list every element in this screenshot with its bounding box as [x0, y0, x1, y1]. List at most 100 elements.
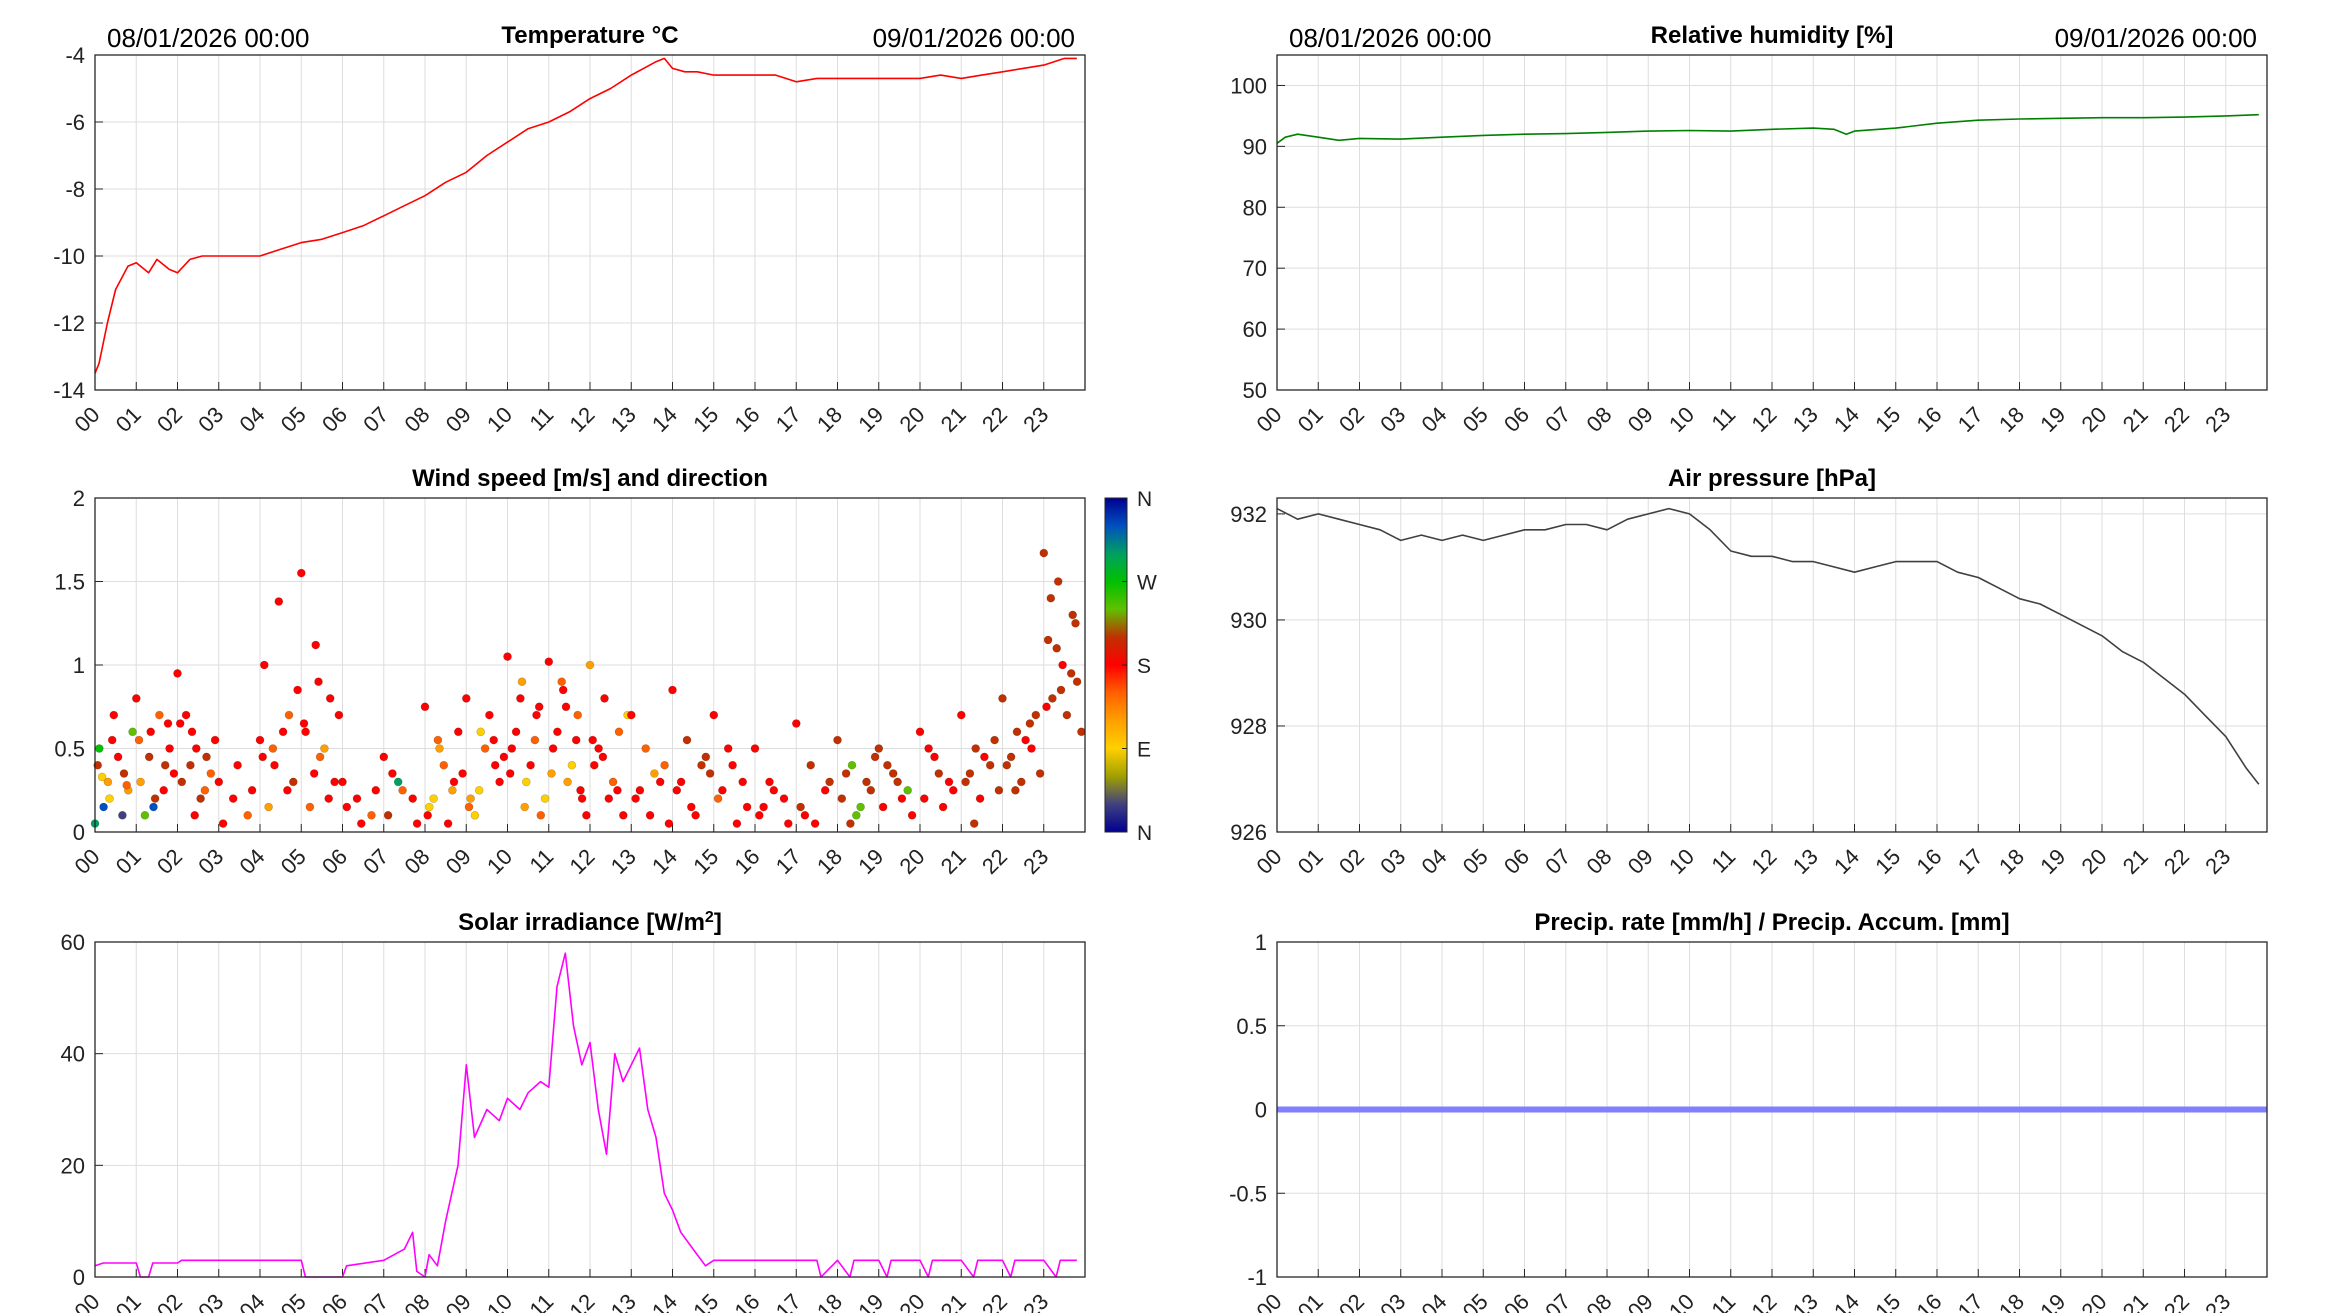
precip-axes-frame [1276, 941, 2268, 1278]
wind-point [547, 769, 556, 778]
x-tick-label: 00 [1252, 844, 1287, 879]
x-tick-label: 22 [977, 402, 1012, 437]
x-tick-label: 03 [193, 402, 228, 437]
wind-point [169, 769, 179, 778]
x-tick-label: 03 [193, 1289, 228, 1313]
colorbar-label: E [1137, 739, 1151, 762]
x-tick-label: 16 [1912, 402, 1947, 437]
wind-point [806, 760, 816, 770]
wind-point [388, 769, 397, 778]
x-tick-label: 01 [111, 402, 146, 437]
wind-point [594, 744, 603, 753]
wind-point [379, 752, 389, 762]
wind-point [526, 760, 535, 770]
y-tick-label: 932 [1230, 502, 1267, 527]
wind-point [93, 760, 102, 770]
wind-point [769, 785, 779, 795]
wind-point [1071, 618, 1080, 628]
x-tick-label: 20 [895, 844, 930, 879]
x-tick-label: 08 [400, 844, 435, 879]
y-tick-label: 70 [1243, 256, 1267, 281]
x-tick-label: 08 [400, 402, 435, 437]
x-tick-label: 02 [1334, 402, 1369, 437]
wind-point [641, 744, 651, 753]
x-tick-label: 09 [1623, 1289, 1658, 1313]
x-tick-label: 22 [977, 1289, 1012, 1313]
wind-point [1066, 669, 1076, 678]
y-tick-label: 50 [1243, 378, 1267, 403]
wind-point [305, 802, 315, 812]
x-tick-label: 06 [1499, 402, 1534, 437]
wind-point [961, 777, 970, 787]
wind-point [334, 710, 344, 720]
x-tick-label: 02 [152, 402, 187, 437]
wind-point [883, 760, 892, 770]
y-tick-label: -1 [1247, 1265, 1267, 1290]
wind-point [95, 744, 104, 753]
x-tick-label: 19 [2035, 1289, 2070, 1313]
x-tick-label: 14 [1829, 402, 1864, 437]
wind-point [530, 735, 540, 745]
x-tick-label: 03 [193, 844, 228, 879]
x-tick-label: 01 [1293, 844, 1328, 879]
x-tick-label: 09 [441, 1289, 476, 1313]
x-tick-label: 20 [2077, 844, 2112, 879]
wind-point [243, 810, 252, 820]
wind-point [985, 760, 995, 770]
wind-point [897, 794, 907, 803]
x-tick-label: 18 [1994, 402, 2029, 437]
wind-point [874, 744, 884, 753]
wind-point [1058, 660, 1067, 670]
wind-point [1052, 643, 1061, 653]
wind-point [837, 794, 847, 803]
wind-point [668, 685, 677, 695]
wind-point [738, 777, 748, 787]
x-tick-label: 02 [1334, 844, 1369, 879]
wind-point [866, 785, 876, 795]
wind-point [507, 744, 517, 753]
wind-point [553, 727, 562, 737]
x-tick-label: 01 [111, 1289, 146, 1313]
wind-point [934, 769, 944, 778]
x-tick-label: 21 [2118, 402, 2153, 437]
x-tick-label: 18 [812, 844, 847, 879]
wind-point [676, 777, 686, 787]
chart-title: Air pressure [hPa] [1668, 465, 1876, 492]
x-tick-label: 17 [771, 844, 806, 879]
wind-point [175, 719, 185, 728]
wind-point [258, 752, 268, 762]
wind-point [944, 777, 954, 787]
wind-point [196, 794, 205, 803]
wind-point [342, 802, 352, 812]
wind-point [474, 785, 484, 795]
x-tick-label: 15 [1870, 1289, 1905, 1313]
x-tick-label: 13 [606, 844, 641, 879]
y-tick-label: 0.5 [54, 737, 85, 762]
y-tick-label: 80 [1243, 195, 1267, 220]
x-tick-label: 20 [895, 1289, 930, 1313]
pressure-axes-frame [1276, 497, 2268, 833]
wind-point [975, 794, 985, 803]
wind-point [847, 760, 857, 770]
y-tick-label: 2 [73, 486, 85, 511]
x-tick-label: 11 [1706, 1289, 1740, 1313]
title-superscript: 2 [705, 909, 714, 926]
x-tick-label: 15 [688, 1289, 723, 1313]
x-tick-label: 06 [317, 844, 352, 879]
y-tick-label: -8 [65, 177, 85, 202]
wind-point [532, 710, 541, 720]
wind-point [600, 694, 609, 703]
wind-point [228, 794, 238, 803]
x-tick-label: 23 [2200, 402, 2235, 437]
x-tick-label: 07 [1540, 844, 1575, 879]
wind-point [122, 780, 131, 790]
wind-point [728, 760, 737, 770]
wind-point [412, 819, 422, 828]
wind-point [1043, 635, 1053, 645]
y-tick-label: 1 [73, 653, 85, 678]
wind-point [520, 802, 530, 812]
wind-point [264, 802, 273, 812]
wind-point [177, 777, 187, 787]
wind-point [113, 752, 123, 762]
